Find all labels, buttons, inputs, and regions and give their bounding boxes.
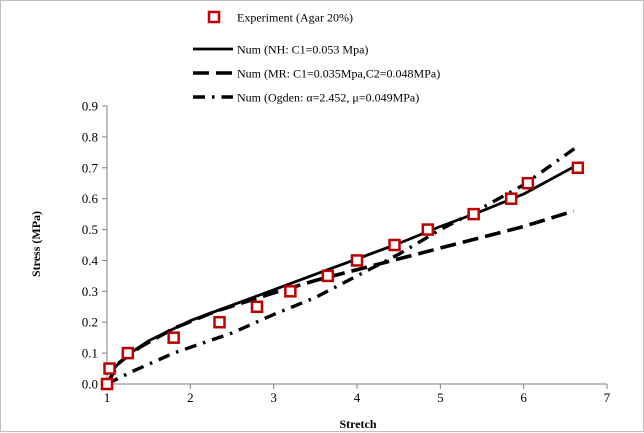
series-line-2 [105,209,575,385]
data-point-marker [421,223,435,236]
y-tick-label: 0.9 [82,99,98,114]
series-layer [100,144,585,391]
y-tick-label: 0.2 [82,315,98,330]
data-point-marker [321,269,335,283]
data-point-marker [467,207,480,221]
data-point-marker [504,192,518,205]
y-tick-label: 0.6 [82,191,99,206]
y-tick-label: 0.8 [82,129,98,144]
x-axis-title: Stretch [339,417,376,431]
data-point-marker [388,238,401,252]
x-tick-label: 1 [104,390,111,405]
y-tick-label: 0.5 [82,222,98,237]
axes: 1 2 3 4 5 6 7 0.0 0.1 0.2 0.3 0.4 0.5 0.6 0.7 0.8 0.9 [82,99,611,406]
legend-label-3: Num (Ogden: α=2.452, μ=0.049MPa) [237,91,419,105]
y-tick-label: 0.1 [82,346,98,361]
y-tick-label: 0.3 [82,284,98,299]
x-tick-label: 3 [270,390,277,405]
legend-marker-0 [207,10,221,24]
data-point-marker [213,315,226,329]
series-line-3 [106,144,579,386]
y-axis-title: Stress (MPa) [29,211,43,277]
data-point-marker [121,346,135,360]
y-tick-label: 0.0 [82,377,98,392]
x-tick-label: 7 [604,390,611,405]
data-point-marker [521,176,535,190]
x-tick-label: 5 [437,390,444,405]
y-tick-label: 0.4 [82,253,99,268]
legend: Experiment (Agar 20%) Num (NH: C1=0.053 M… [193,11,440,105]
data-point-marker [571,161,585,175]
data-point-marker [350,254,364,267]
data-point-marker [167,331,180,344]
x-tick-label: 4 [354,390,361,405]
data-point-marker [250,300,264,314]
legend-label-2: Num (MR: C1=0.035Mpa,C2=0.048MPa) [237,67,440,81]
data-point-marker [100,377,114,391]
x-tick-label: 6 [520,390,527,405]
data-point-marker [284,285,297,298]
legend-label-0: Experiment (Agar 20%) [237,11,353,25]
data-point-marker [103,362,116,375]
legend-label-1: Num (NH: C1=0.053 Mpa) [237,43,368,57]
y-tick-label: 0.7 [82,160,99,175]
x-tick-label: 2 [187,390,194,405]
